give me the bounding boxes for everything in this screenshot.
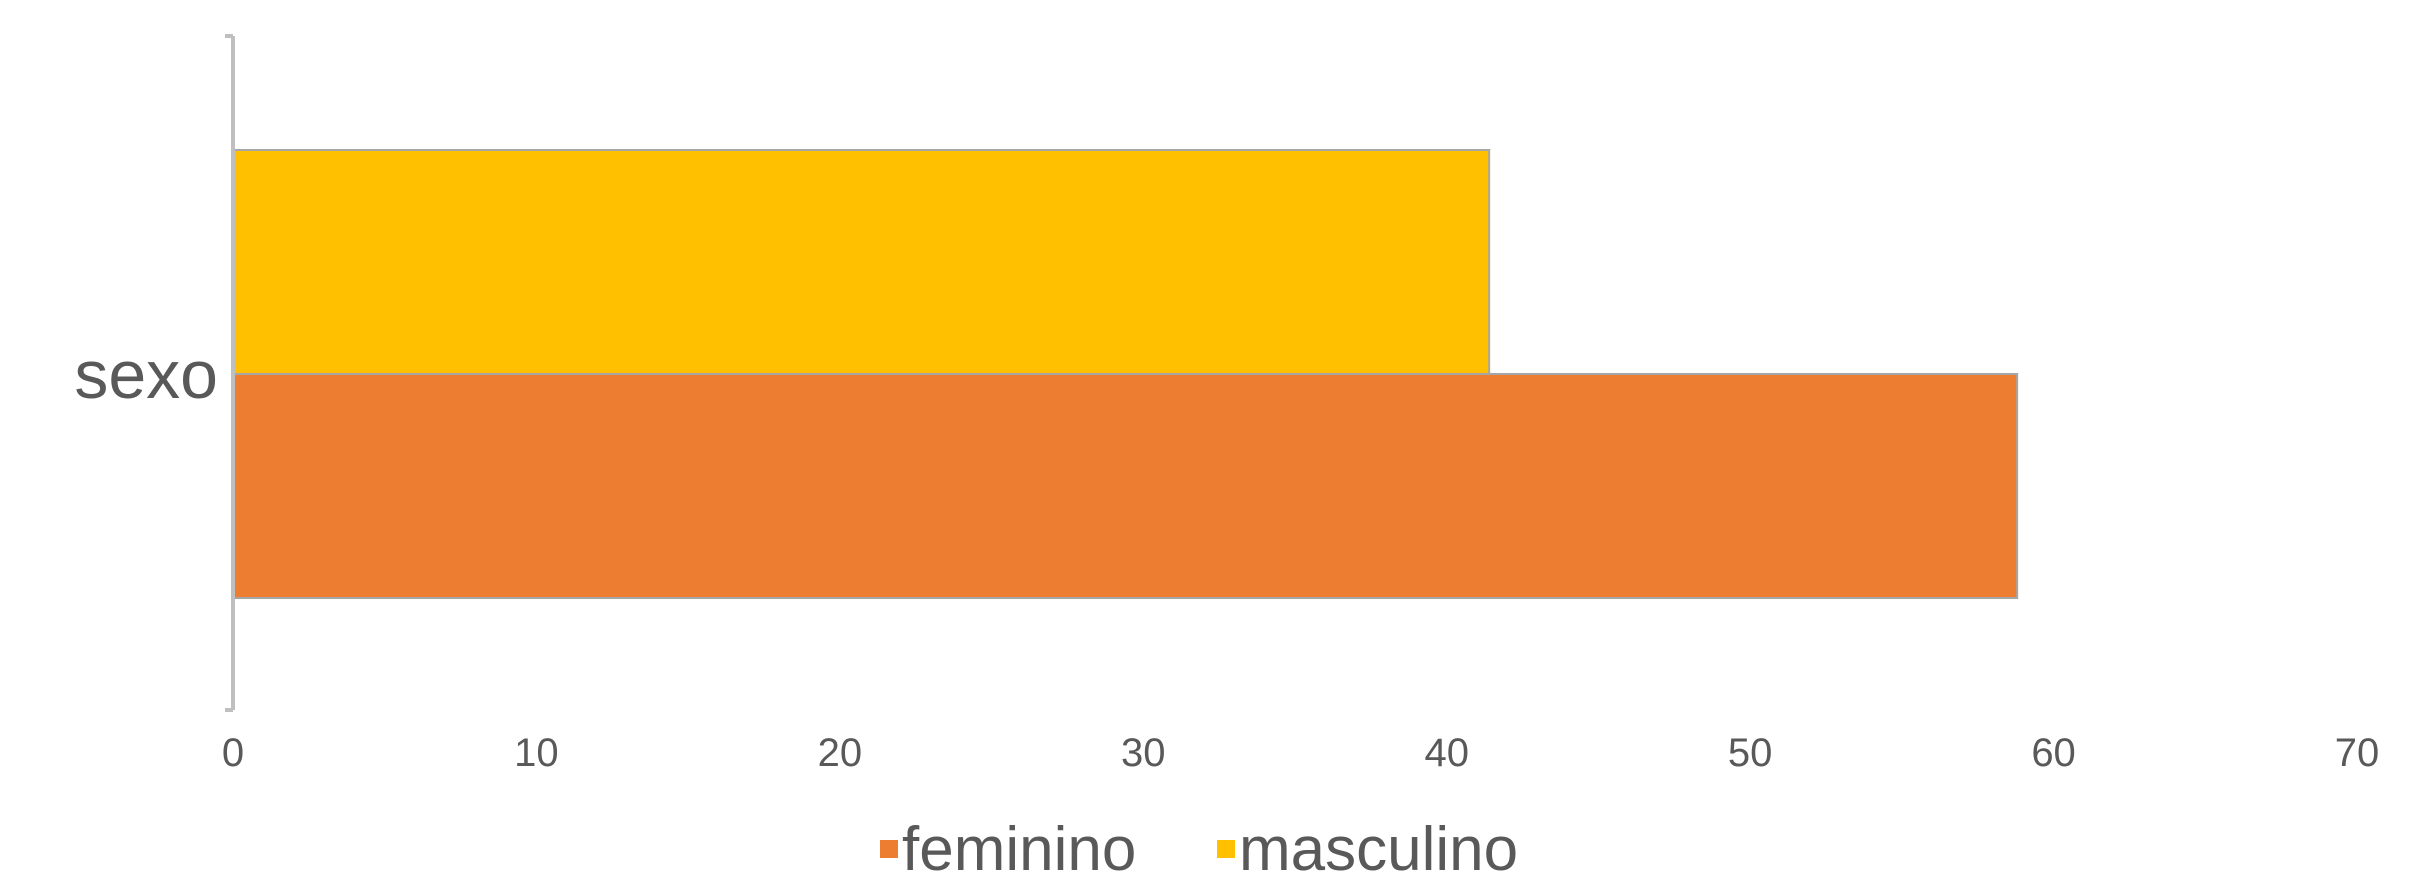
category-label: sexo — [74, 337, 218, 413]
x-tick-label: 50 — [1728, 731, 1773, 775]
x-tick-label: 20 — [818, 731, 863, 775]
bars-group — [232, 149, 2019, 599]
legend-swatch-masculino — [1217, 840, 1235, 858]
x-tick-label: 60 — [2031, 731, 2076, 775]
x-tick-label: 70 — [2335, 731, 2380, 775]
legend-swatch-feminino — [880, 840, 898, 858]
bar-masculino — [232, 149, 1491, 375]
legend-label-masculino: masculino — [1239, 815, 1518, 880]
x-tick-label: 10 — [514, 731, 559, 775]
x-tick-label: 30 — [1121, 731, 1166, 775]
x-tick-label: 0 — [222, 731, 244, 775]
legend-label-feminino: feminino — [902, 815, 1136, 880]
bar-feminino — [232, 373, 2019, 599]
x-axis-tick-labels: 0 10 20 30 40 50 60 70 — [222, 731, 2379, 775]
legend: feminino masculino — [880, 815, 1518, 880]
x-tick-label: 40 — [1424, 731, 1469, 775]
